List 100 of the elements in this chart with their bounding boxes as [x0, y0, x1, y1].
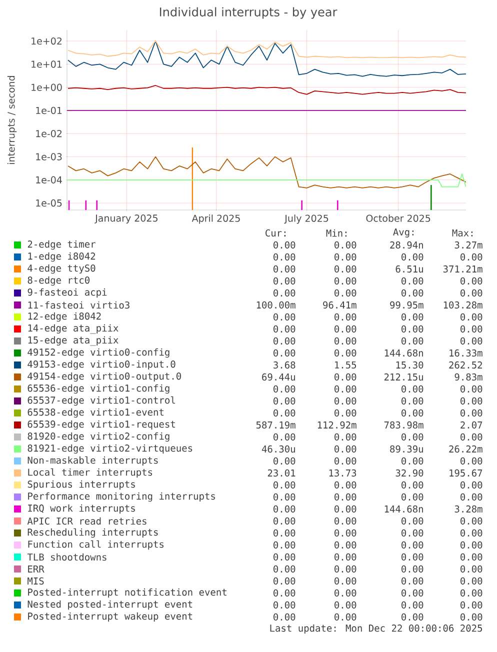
- text: 0.00: [460, 553, 482, 561]
- y-tick-label: 1e-04: [36, 176, 62, 184]
- text: 0.00: [460, 397, 482, 405]
- text: 0.00: [334, 553, 356, 561]
- text: 0.00: [274, 553, 296, 561]
- text: 0.00: [334, 565, 356, 573]
- text: 262.52: [449, 361, 482, 369]
- text: 0.00: [274, 433, 296, 441]
- text: 0.00: [402, 493, 424, 501]
- text: 15.30: [396, 361, 424, 369]
- text: 0.00: [402, 577, 424, 585]
- text: Avg:: [393, 228, 414, 238]
- text: 0.00: [402, 253, 424, 261]
- legend-label: IRQ work interrupts: [28, 504, 135, 514]
- text: 100.00m: [256, 301, 296, 309]
- text: 0.00: [334, 265, 356, 273]
- text: 3.68: [274, 361, 296, 369]
- text: 1.55: [335, 361, 356, 369]
- y-tick-label: 1e-05: [36, 199, 62, 207]
- legend-label: Local timer interrupts: [28, 468, 152, 478]
- text: 0.00: [274, 385, 296, 393]
- legend-label: Nested posted-interrupt event: [28, 600, 192, 610]
- text: 0.00: [274, 589, 296, 597]
- text: 0.00: [274, 613, 296, 621]
- text: Min:: [326, 229, 347, 237]
- legend-label: 15-edge ata_piix: [28, 336, 118, 346]
- text: 0.00: [402, 517, 424, 525]
- text: Cur:: [266, 229, 286, 237]
- legend-label: 12-edge i8042: [28, 312, 101, 322]
- text: 99.95m: [390, 301, 424, 309]
- text: 0.00: [334, 337, 356, 345]
- x-tick-label: January 2025: [94, 214, 158, 224]
- text: 195.67: [450, 469, 482, 477]
- text: 0.00: [460, 325, 482, 333]
- text: 0.00: [274, 409, 296, 417]
- text: 0.00: [334, 373, 356, 381]
- chart-title: Individual interrupts - by year: [160, 7, 338, 19]
- text: 0.00: [460, 577, 482, 585]
- text: 0.00: [334, 493, 356, 501]
- text: 0.00: [334, 457, 356, 465]
- text: 587.19m: [256, 421, 296, 429]
- legend-label: 65538-edge virtio1-event: [28, 408, 164, 418]
- text: 0.00: [274, 277, 296, 285]
- text: 46.30u: [262, 445, 295, 453]
- text: 0.00: [274, 289, 296, 297]
- text: 103.28m: [444, 301, 482, 309]
- text: 0.00: [274, 325, 296, 333]
- legend-label: 49153-edge virtio0-input.0: [28, 360, 176, 370]
- text: 0.00: [334, 313, 356, 321]
- text: 0.00: [274, 517, 296, 525]
- text: 0.00: [334, 409, 356, 417]
- legend-label: Non-maskable interrupts: [28, 456, 158, 466]
- x-tick-label: July 2025: [284, 214, 328, 224]
- text: 0.00: [334, 325, 356, 333]
- legend-label: 14-edge ata_piix: [28, 324, 118, 334]
- text: 0.00: [334, 253, 356, 261]
- text: 0.00: [274, 253, 296, 261]
- text: 212.15u: [384, 373, 423, 381]
- text: 0.00: [460, 313, 482, 321]
- text: 0.00: [334, 541, 356, 549]
- legend-label: 11-fasteoi virtio3: [28, 301, 130, 309]
- text: 0.00: [334, 385, 356, 393]
- text: 0.00: [460, 289, 482, 297]
- text: 3.28m: [454, 505, 482, 513]
- text: 0.00: [402, 457, 424, 465]
- x-tick-label: October 2025: [366, 214, 430, 222]
- text: 0.00: [402, 409, 424, 417]
- text: 0.00: [402, 565, 424, 573]
- text: 0.00: [334, 397, 356, 405]
- legend-label: Rescheduling interrupts: [28, 528, 158, 538]
- text: 16.33m: [450, 349, 482, 357]
- text: 0.00: [402, 481, 424, 489]
- legend-label: 1-edge i8042: [28, 252, 96, 262]
- text: 0.00: [402, 553, 424, 561]
- text: 0.00: [460, 613, 482, 621]
- text: 0.00: [402, 433, 424, 441]
- text: 32.90: [396, 469, 424, 477]
- legend-label: APIC ICR read retries: [27, 517, 146, 525]
- line-series: [68, 156, 466, 188]
- text: 0.00: [460, 253, 482, 261]
- text: 0.00: [334, 433, 356, 441]
- text: 0.00: [334, 529, 356, 537]
- text: 0.00: [274, 349, 296, 357]
- text: 0.00: [334, 481, 356, 489]
- y-tick-label: 1e-02: [36, 130, 62, 138]
- text: 0.00: [274, 481, 296, 489]
- text: 0.00: [402, 541, 424, 549]
- y-axis-title: interrupts / second: [7, 76, 17, 164]
- text: 0.00: [460, 541, 482, 549]
- text: 0.00: [334, 613, 356, 621]
- text: 0.00: [334, 349, 356, 357]
- legend-label: 49154-edge virtio0-output.0: [28, 372, 181, 382]
- legend-label: TLB shootdowns: [27, 553, 106, 561]
- text: 0.00: [334, 277, 356, 285]
- legend-label: MIS: [28, 577, 44, 585]
- line-series: [68, 85, 466, 95]
- text: 0.00: [334, 445, 356, 453]
- text: 69.44u: [262, 373, 295, 381]
- legend-label: Posted-interrupt notification event: [28, 588, 226, 598]
- text: 0.00: [274, 577, 296, 585]
